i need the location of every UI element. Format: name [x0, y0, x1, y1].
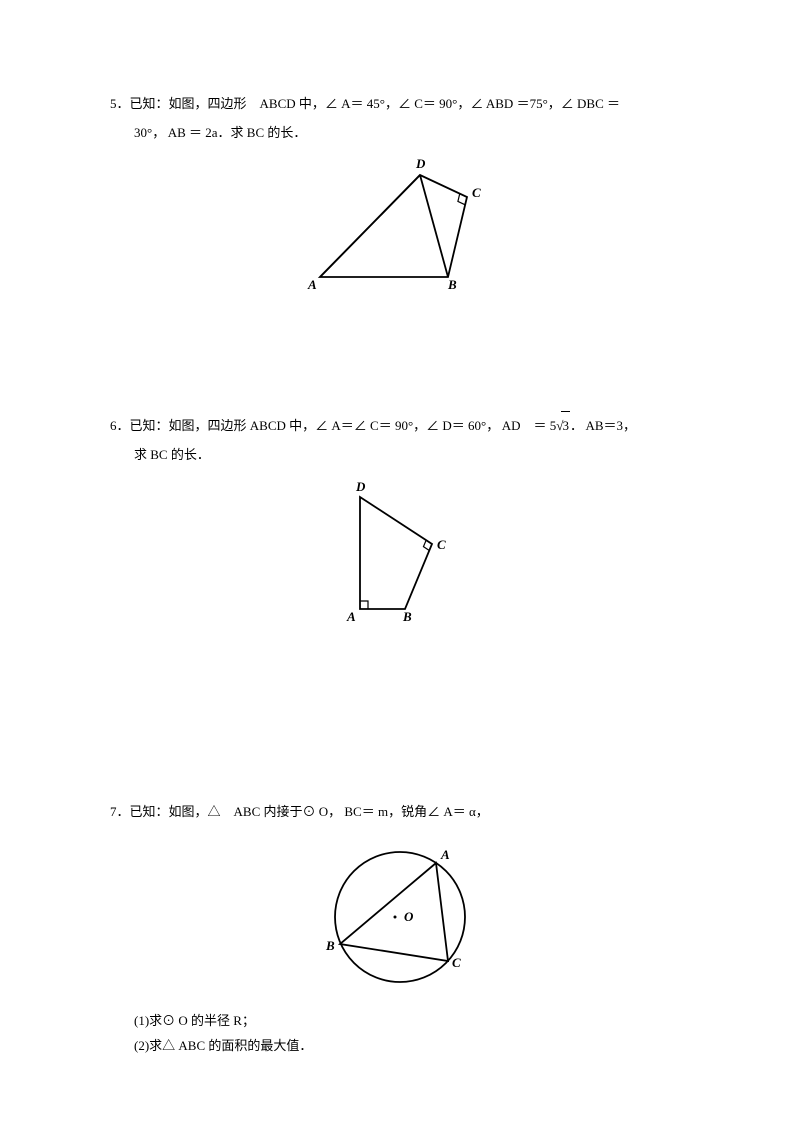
problem-5: 5．已知：如图，四边形 ABCD 中，∠ A＝ 45°，∠ C＝ 90°，∠ A… [110, 90, 690, 296]
problem-5-line1: 已知：如图，四边形 ABCD 中，∠ A＝ 45°，∠ C＝ 90°，∠ ABD… [130, 96, 620, 111]
problem-6-line2: 求 BC 的长． [110, 441, 690, 470]
sqrt-radicand: 3 [561, 411, 570, 441]
problem-5-line2: 30°， AB ＝ 2a．求 BC 的长． [110, 119, 690, 148]
svg-text:D: D [355, 479, 366, 494]
problem-7-subquestions: (1)求⊙ O 的半径 R； (2)求△ ABC 的面积的最大值． [110, 1009, 690, 1058]
figure-6-svg: A B C D [330, 479, 470, 629]
problem-6-text: 6．已知：如图，四边形 ABCD 中，∠ A＝∠ C＝ 90°，∠ D＝ 60°… [110, 411, 690, 441]
problem-5-text: 5．已知：如图，四边形 ABCD 中，∠ A＝ 45°，∠ C＝ 90°，∠ A… [110, 90, 690, 119]
problem-6-line1-part1: 已知：如图，四边形 ABCD 中，∠ A＝∠ C＝ 90°，∠ D＝ 60°， … [130, 418, 547, 433]
problem-5-figure: A B C D [110, 157, 690, 296]
svg-text:A: A [307, 277, 317, 292]
problem-7-sub2: (2)求△ ABC 的面积的最大值． [134, 1034, 690, 1059]
problem-6-line1-part2: ． AB＝3， [570, 418, 636, 433]
problem-7-line1: 已知：如图，△ ABC 内接于⊙ O， BC＝ m，锐角∠ A＝ α， [130, 804, 489, 819]
spacer [110, 346, 690, 411]
figure-7-svg: A B C O [310, 837, 490, 997]
problem-5-number: 5． [110, 96, 130, 111]
svg-text:C: C [472, 185, 481, 200]
problem-6: 6．已知：如图，四边形 ABCD 中，∠ A＝∠ C＝ 90°，∠ D＝ 60°… [110, 411, 690, 633]
problem-7: 7．已知：如图，△ ABC 内接于⊙ O， BC＝ m，锐角∠ A＝ α， A B… [110, 798, 690, 1058]
svg-text:A: A [346, 609, 356, 624]
svg-text:C: C [437, 537, 446, 552]
svg-text:A: A [440, 847, 450, 862]
problem-7-sub1: (1)求⊙ O 的半径 R； [134, 1009, 690, 1034]
svg-text:B: B [402, 609, 412, 624]
svg-text:B: B [325, 938, 335, 953]
problem-6-figure: A B C D [110, 479, 690, 633]
svg-text:D: D [415, 157, 426, 171]
problem-7-number: 7． [110, 804, 130, 819]
problem-7-figure: A B C O [110, 837, 690, 1001]
spacer [110, 683, 690, 798]
sqrt-expression: 5√3 [550, 411, 570, 441]
svg-text:C: C [452, 955, 461, 970]
figure-5-svg: A B C D [300, 157, 500, 292]
svg-text:B: B [447, 277, 457, 292]
svg-text:O: O [404, 909, 414, 924]
problem-6-number: 6． [110, 418, 130, 433]
problem-7-text: 7．已知：如图，△ ABC 内接于⊙ O， BC＝ m，锐角∠ A＝ α， [110, 798, 690, 827]
